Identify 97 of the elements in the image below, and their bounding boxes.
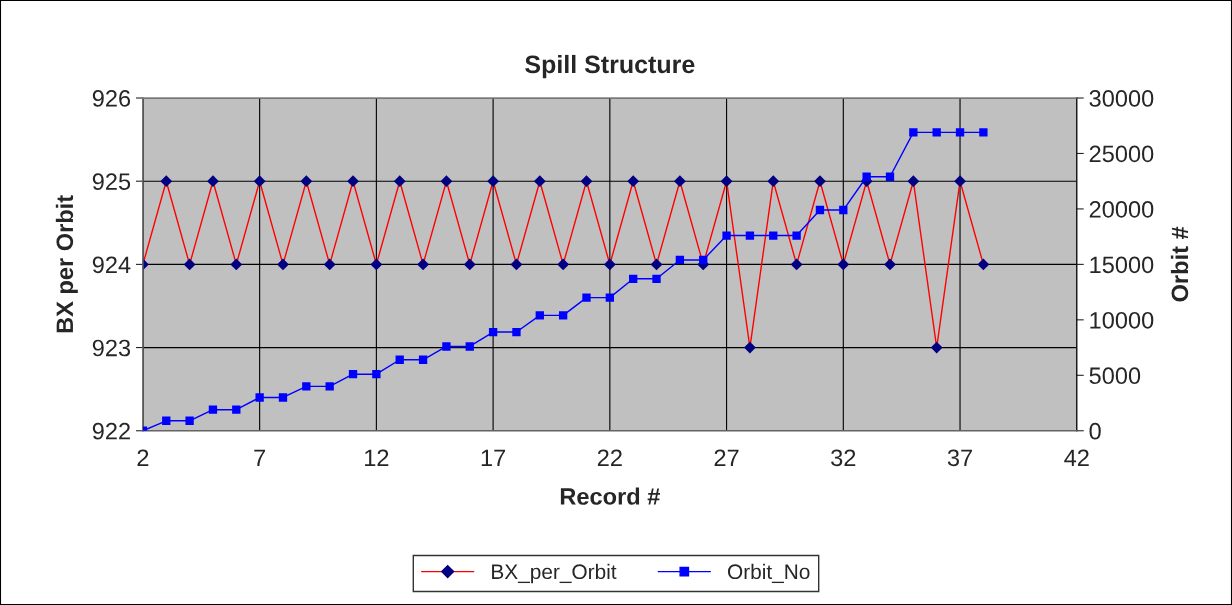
point [769,231,778,240]
point [792,231,801,240]
point [673,175,686,188]
x-axis-title: Record # [560,487,660,505]
point [347,175,359,188]
point [744,341,756,354]
point [488,327,498,337]
point [558,311,568,320]
point [650,258,663,271]
point [183,258,196,271]
x-tick-label: 32 [831,449,856,467]
point [909,128,918,137]
y2-tick-label: 25000 [1089,145,1154,163]
point [370,258,383,271]
point [442,342,451,351]
point [277,258,289,271]
point [418,355,428,364]
point [230,258,243,271]
point [839,205,848,215]
point [629,274,638,283]
y2-tick-label: 20000 [1089,200,1154,218]
y2-tick-label: 5000 [1089,367,1141,385]
point [372,370,381,379]
point [300,175,313,188]
point [417,258,429,271]
point [162,416,171,425]
point [979,128,988,137]
point [675,255,685,265]
point [932,128,941,137]
y2-tick-label: 10000 [1090,311,1154,329]
point [767,175,780,188]
point [954,175,966,188]
point [487,175,499,188]
point [395,355,404,364]
point [907,175,920,188]
point [603,258,616,271]
point [745,231,755,240]
point [605,293,615,302]
point [627,175,640,188]
point [440,175,453,188]
point [720,175,733,188]
y-tick-label: 923 [92,339,131,357]
point [722,231,731,240]
point [185,416,194,425]
point [535,311,544,320]
point [790,258,803,271]
point [814,175,826,188]
point [323,258,336,271]
point [512,327,521,337]
x-tick-label: 37 [947,449,972,467]
point [278,393,288,402]
point [208,405,218,414]
x-tick-label: 22 [597,449,622,466]
x-tick-label: 7 [254,449,266,466]
point [884,258,896,271]
point [955,128,965,137]
point [699,255,708,265]
x-tick-label: 12 [365,449,389,466]
y-tick-label: 926 [92,90,131,107]
x-tick-label: 17 [481,449,506,466]
point [815,205,825,215]
point [885,172,895,181]
point [463,258,476,271]
point [533,175,546,188]
point [652,274,661,283]
chart-title: Spill Structure [525,54,695,79]
legend-label: BX_per_Orbit [492,563,617,584]
x-tick-label: 42 [1064,449,1089,466]
point [582,293,591,302]
legend-label: Orbit_No [728,563,810,584]
point [580,175,593,188]
point [930,341,943,354]
y2-tick-label: 0 [1089,422,1101,440]
point [837,258,850,271]
y2-axis-title: Orbit # [1170,226,1189,302]
y-tick-label: 925 [92,173,131,190]
point [465,342,474,351]
x-tick-label: 27 [714,449,739,466]
point [348,370,358,379]
point [232,405,241,414]
point [557,258,570,271]
y2-tick-label: 15000 [1090,256,1154,274]
y2-tick-label: 30000 [1089,90,1154,107]
point [977,258,990,271]
point [207,175,219,188]
point [302,382,311,391]
point [160,175,173,188]
y-tick-label: 924 [92,256,131,274]
y-tick-label: 922 [92,422,130,440]
point [325,382,334,391]
point [393,175,406,188]
point [510,258,523,271]
point [253,175,266,188]
point [862,172,871,181]
point [255,393,264,402]
x-tick-label: 2 [137,449,149,466]
y-axis-title: BX per Orbit [55,195,78,333]
